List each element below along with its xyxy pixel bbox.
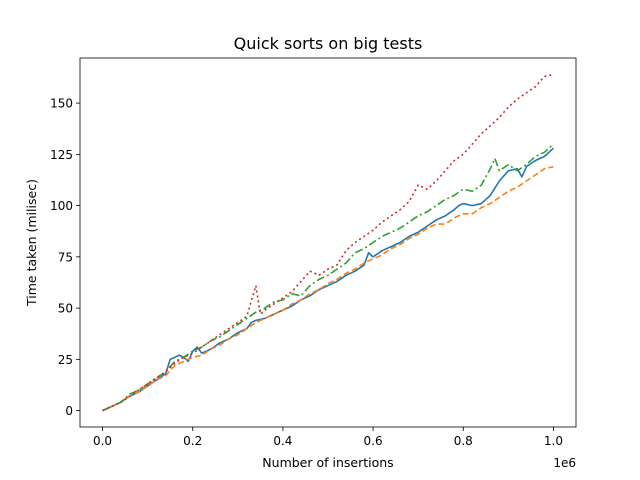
y-tick-label: 125: [50, 148, 73, 162]
x-tick-label: 0.4: [273, 434, 292, 448]
y-tick-label: 50: [58, 302, 73, 316]
y-tick-label: 25: [58, 353, 73, 367]
plot-frame: [79, 57, 577, 428]
x-axis-ticks: 0.0 0.2 0.4 0.6 0.8 1.0: [93, 427, 563, 448]
y-axis-label: Time taken (milisec): [24, 179, 39, 307]
x-axis-offset-label: 1e6: [553, 456, 576, 470]
x-tick-label: 1.0: [544, 434, 563, 448]
y-tick-label: 75: [58, 250, 73, 264]
x-tick-label: 0.8: [454, 434, 473, 448]
series-line-1: [102, 147, 554, 412]
chart-title: Quick sorts on big tests: [234, 34, 423, 53]
y-tick-label: 150: [50, 97, 73, 111]
series-layer: [102, 73, 554, 412]
x-tick-label: 0.6: [364, 434, 383, 448]
y-tick-label: 0: [65, 404, 73, 418]
series-line-4: [102, 73, 554, 412]
x-tick-label: 0.2: [183, 434, 202, 448]
y-tick-label: 100: [50, 199, 73, 213]
y-axis-ticks: 0 25 50 75 100 125 150: [50, 97, 80, 418]
series-line-3: [102, 143, 554, 412]
x-axis-label: Number of insertions: [262, 455, 393, 470]
x-tick-label: 0.0: [93, 434, 112, 448]
